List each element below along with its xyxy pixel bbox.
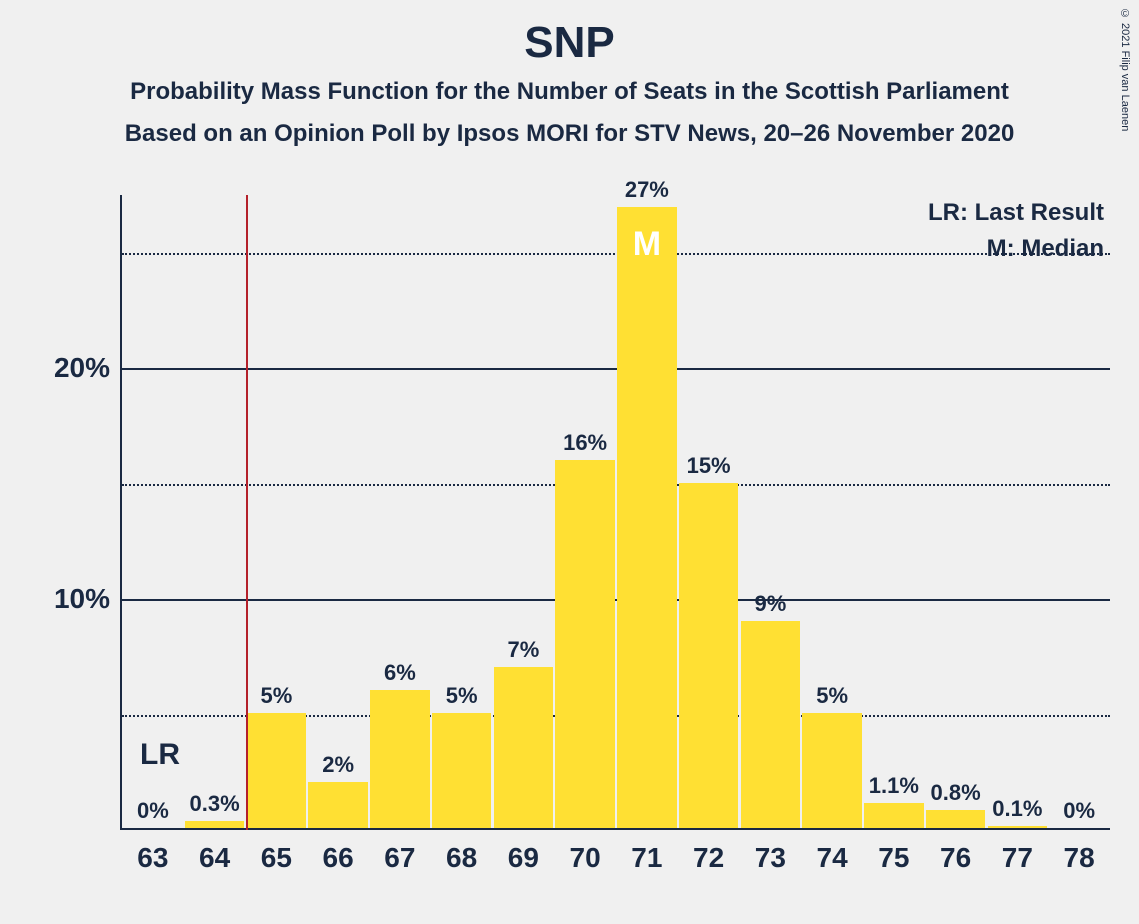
bar-value-label: 0.3%: [190, 791, 240, 817]
bar-value-label: 16%: [563, 430, 607, 456]
x-tick-label: 68: [446, 842, 477, 874]
bar: 6%: [370, 690, 429, 828]
x-tick-label: 72: [693, 842, 724, 874]
bar-value-label: 7%: [507, 637, 539, 663]
bar: 1.1%: [864, 803, 923, 828]
bar-slot: 0%78: [1048, 195, 1110, 828]
bar-slot: 27%M71: [616, 195, 678, 828]
x-tick-label: 65: [261, 842, 292, 874]
x-tick-label: 75: [878, 842, 909, 874]
bar: 15%: [679, 483, 738, 828]
bar-value-label: 5%: [260, 683, 292, 709]
bar: 27%M: [617, 207, 676, 828]
x-tick-label: 77: [1002, 842, 1033, 874]
bar-value-label: 0.1%: [992, 796, 1042, 822]
bar-value-label: 2%: [322, 752, 354, 778]
bar-value-label: 1.1%: [869, 773, 919, 799]
bar-slot: 0.8%76: [925, 195, 987, 828]
bar: 2%: [308, 782, 367, 828]
chart-subtitle-2: Based on an Opinion Poll by Ipsos MORI f…: [0, 120, 1139, 148]
x-tick-label: 63: [137, 842, 168, 874]
bar: 9%: [741, 621, 800, 828]
bar-slot: 0.3%64: [184, 195, 246, 828]
bar-slot: 5%68: [431, 195, 493, 828]
bar-slot: 5%74: [801, 195, 863, 828]
bar-value-label: 6%: [384, 660, 416, 686]
bar: 16%: [555, 460, 614, 828]
bar: 0.8%: [926, 810, 985, 828]
x-tick-label: 69: [508, 842, 539, 874]
bar: 5%: [247, 713, 306, 828]
x-tick-label: 78: [1064, 842, 1095, 874]
chart-area: LR: Last Result M: Median 10%20% 0%630.3…: [120, 195, 1110, 830]
bar-value-label: 5%: [446, 683, 478, 709]
bar: 5%: [802, 713, 861, 828]
bar-slot: 7%69: [493, 195, 555, 828]
bar-value-label: 9%: [754, 591, 786, 617]
x-tick-label: 70: [570, 842, 601, 874]
x-tick-label: 74: [817, 842, 848, 874]
bar-value-label: 5%: [816, 683, 848, 709]
x-tick-label: 73: [755, 842, 786, 874]
bar-slot: 6%67: [369, 195, 431, 828]
bar: 0.3%: [185, 821, 244, 828]
copyright-text: © 2021 Filip van Laenen: [1119, 8, 1131, 131]
x-tick-label: 71: [631, 842, 662, 874]
bar-value-label: 0%: [1063, 798, 1095, 824]
y-axis: [120, 195, 122, 830]
x-tick-label: 67: [384, 842, 415, 874]
bar-slot: 0%63: [122, 195, 184, 828]
x-tick-label: 66: [323, 842, 354, 874]
bar-slot: 5%65: [246, 195, 308, 828]
bar-value-label: 27%: [625, 177, 669, 203]
x-tick-label: 64: [199, 842, 230, 874]
bar: 7%: [494, 667, 553, 828]
bar-slot: 0.1%77: [987, 195, 1049, 828]
bar-value-label: 0.8%: [931, 780, 981, 806]
last-result-line: [246, 195, 248, 830]
chart-subtitle-1: Probability Mass Function for the Number…: [0, 78, 1139, 106]
median-marker: M: [633, 225, 661, 264]
bar: 5%: [432, 713, 491, 828]
bars-container: 0%630.3%645%652%666%675%687%6916%7027%M7…: [122, 195, 1110, 828]
chart-title: SNP: [0, 0, 1139, 68]
y-tick-label: 20%: [54, 352, 110, 384]
bar-slot: 15%72: [678, 195, 740, 828]
bar-value-label: 0%: [137, 798, 169, 824]
bar-slot: 9%73: [740, 195, 802, 828]
x-axis: [120, 828, 1110, 830]
y-tick-label: 10%: [54, 583, 110, 615]
bar-slot: 2%66: [307, 195, 369, 828]
x-tick-label: 76: [940, 842, 971, 874]
bar-slot: 1.1%75: [863, 195, 925, 828]
last-result-label: LR: [140, 738, 180, 772]
bar-value-label: 15%: [687, 453, 731, 479]
bar-slot: 16%70: [554, 195, 616, 828]
